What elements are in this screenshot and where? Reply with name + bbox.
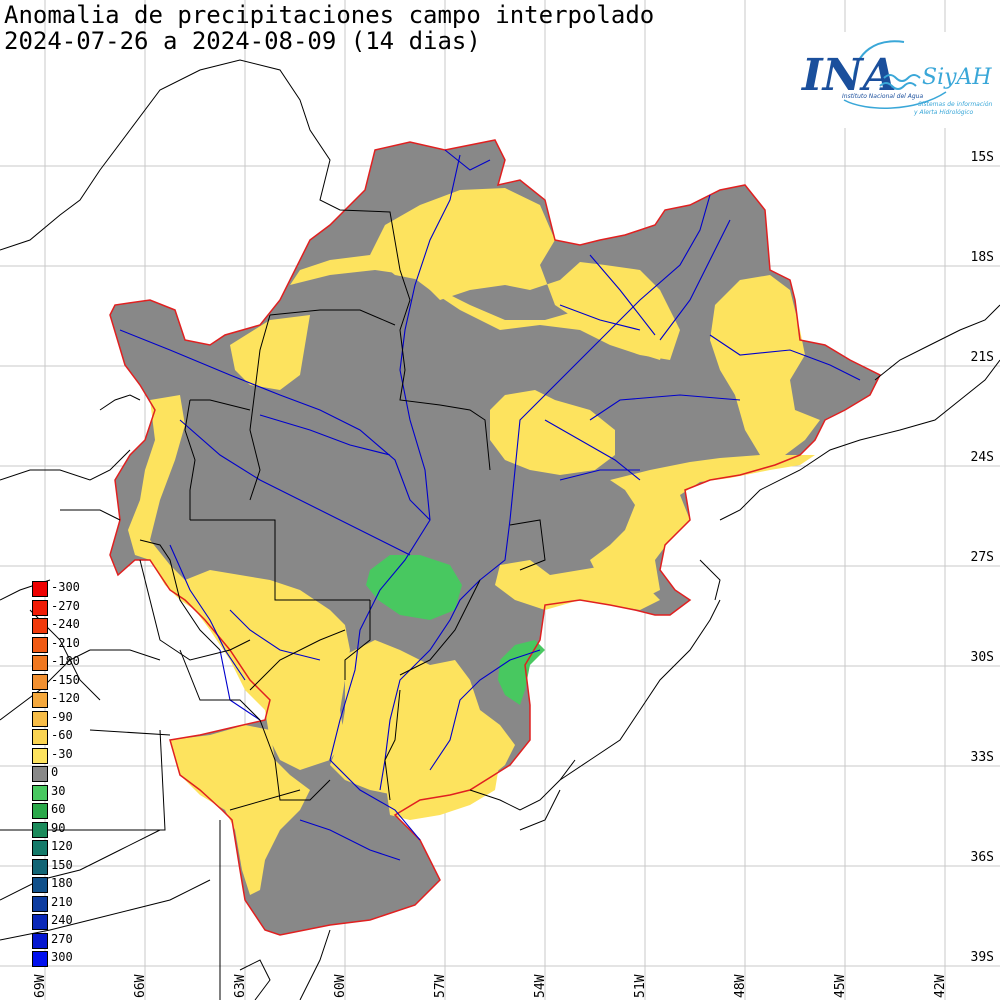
legend-label: -120 [51, 691, 80, 705]
latitude-label: 21S [970, 350, 994, 365]
longitude-label: 54W [533, 974, 548, 998]
wet-zone-parana [366, 555, 462, 620]
legend-label: 210 [51, 894, 73, 909]
dry-zone-west-strip [230, 315, 310, 390]
dry-zone-pampa-west [170, 725, 310, 895]
longitude-label: 51W [633, 974, 648, 998]
legend-swatch [32, 914, 48, 930]
legend-swatch [32, 784, 48, 801]
legend-swatch [32, 729, 48, 745]
legend-swatch [32, 858, 48, 875]
dry-zone-west-chaco [128, 395, 350, 770]
logo-tagline-3: y Alerta Hidrológico [913, 109, 974, 116]
legend-label: -180 [51, 654, 80, 668]
legend-swatch [32, 655, 48, 671]
wet-zone-uruguay-river [498, 640, 545, 705]
longitude-label: 48W [733, 974, 748, 998]
legend-label: -30 [51, 746, 73, 761]
dry-zone-upper-band [290, 255, 680, 360]
legend-swatch [32, 951, 48, 967]
logo-siyah-text: SiyAH [922, 65, 992, 90]
legend-label: 150 [51, 857, 73, 872]
legend-swatch [32, 840, 48, 856]
legend-label: -300 [51, 580, 80, 594]
legend-swatch [32, 766, 48, 782]
legend-swatch [32, 710, 48, 727]
legend-swatch [32, 821, 48, 838]
latitude-label: 39S [970, 950, 994, 965]
legend-label: -150 [51, 672, 80, 687]
legend-swatch [32, 618, 48, 634]
longitude-label: 42W [933, 974, 948, 998]
legend-label: 180 [51, 876, 73, 890]
legend-swatch [32, 895, 48, 912]
legend-swatch [32, 599, 48, 616]
legend-swatch [32, 636, 48, 653]
la-plata-basin [109, 139, 882, 936]
legend-swatch [32, 581, 48, 597]
legend-label: 240 [51, 913, 73, 927]
latitude-label: 36S [970, 850, 994, 865]
ina-siyah-logo: INA SiyAH Instituto Nacional del Agua Si… [796, 32, 996, 128]
latitude-label: 24S [970, 450, 994, 465]
legend-swatch [32, 673, 48, 690]
legend-label: 60 [51, 802, 66, 816]
longitude-label: 45W [833, 974, 848, 998]
logo-tagline-1: Instituto Nacional del Agua [842, 93, 923, 100]
dry-zone-center-east [490, 390, 615, 475]
longitude-label: 69W [33, 974, 48, 998]
legend-label: 270 [51, 931, 73, 946]
latitude-label: 15S [970, 150, 994, 165]
dry-zone-south-central [495, 560, 660, 610]
latitude-label: 18S [970, 250, 994, 265]
legend-swatch [32, 877, 48, 893]
basin-outline [109, 139, 882, 936]
latitude-label: 30S [970, 650, 994, 665]
logo-tagline-2: Sistemas de información [918, 101, 992, 108]
legend-label: -270 [51, 598, 80, 613]
legend-swatch [32, 692, 48, 708]
rivers [119, 149, 861, 861]
legend-label: 90 [51, 820, 66, 835]
latitude-label: 33S [970, 750, 994, 765]
map-date-range: 2024-07-26 a 2024-08-09 (14 dias) [4, 27, 481, 55]
legend-label: -90 [51, 709, 73, 724]
legend-label: 0 [51, 765, 59, 779]
longitude-label: 57W [433, 974, 448, 998]
dry-zone-mesopotamia [330, 640, 515, 800]
legend-label: -240 [51, 617, 80, 631]
latitude-label: 27S [970, 550, 994, 565]
dry-zone-northeast [710, 275, 820, 455]
legend-label: -60 [51, 728, 73, 742]
map-title: Anomalia de precipitaciones campo interp… [4, 1, 655, 29]
legend-label: -210 [51, 635, 80, 650]
longitude-label: 60W [333, 974, 348, 998]
legend-label: 120 [51, 839, 73, 853]
legend-swatch [32, 747, 48, 764]
logo-ina-text: INA [800, 50, 897, 101]
legend-label: 300 [51, 950, 73, 964]
legend-swatch [32, 932, 48, 949]
dry-zone-uruguay [385, 760, 500, 820]
longitude-label: 66W [133, 974, 148, 998]
dry-zone-coast [590, 455, 815, 600]
legend-label: 30 [51, 783, 66, 798]
longitude-label: 63W [233, 974, 248, 998]
legend-swatch [32, 803, 48, 819]
